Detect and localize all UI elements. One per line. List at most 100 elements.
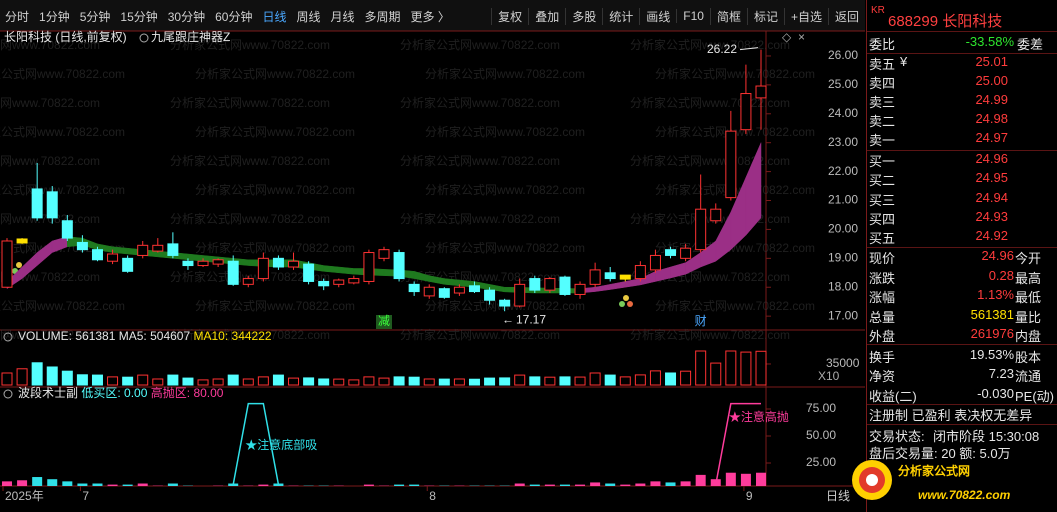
x-tick-label: 8 bbox=[429, 489, 436, 503]
volume-bar bbox=[574, 376, 586, 386]
indicator-bar bbox=[122, 484, 133, 486]
chart-area: 分析家公式网www.70822.com 分析家公式网www.70822.com 分析… bbox=[0, 0, 865, 503]
period-tab[interactable]: 1分钟 bbox=[39, 9, 70, 24]
volume-bar bbox=[76, 374, 88, 386]
y-tick-label: 35000 bbox=[826, 356, 860, 370]
period-tab[interactable]: 5分钟 bbox=[79, 9, 111, 24]
stat-label: 涨跌 bbox=[869, 270, 896, 286]
watermark: 分析家公式网www.70822.com bbox=[195, 66, 355, 81]
pin-icon[interactable]: ◇ bbox=[782, 30, 792, 44]
divider bbox=[867, 424, 1057, 425]
period-tab[interactable]: 周线 bbox=[296, 9, 321, 24]
watermark: 分析家公式网www.70822.com bbox=[425, 124, 585, 139]
tool-button[interactable]: 多股 bbox=[565, 7, 602, 25]
band-segment bbox=[625, 278, 641, 288]
indicator-bar bbox=[62, 481, 73, 486]
tool-button[interactable]: +自选 bbox=[783, 7, 828, 25]
candle-body bbox=[695, 208, 707, 251]
low-label: 17.17 bbox=[516, 312, 546, 326]
indicator-bar bbox=[680, 481, 691, 486]
candle-body bbox=[544, 278, 556, 291]
candle-body bbox=[529, 278, 541, 291]
period-tab[interactable]: 更多 〉 bbox=[410, 9, 450, 24]
indicator-bar bbox=[514, 483, 525, 486]
y-tick-label: 75.00 bbox=[806, 401, 836, 415]
volume-unit: X10 bbox=[818, 369, 840, 383]
candle-body bbox=[31, 188, 43, 219]
period-tab[interactable]: 30分钟 bbox=[167, 9, 206, 24]
candle-body bbox=[619, 274, 631, 280]
stat-label2: 股本 bbox=[1015, 349, 1042, 365]
indicator-bar bbox=[559, 484, 570, 486]
watermark: 分析家公式网www.70822.com bbox=[0, 124, 125, 139]
tool-button[interactable]: F10 bbox=[676, 9, 710, 23]
band-segment bbox=[444, 278, 460, 287]
volume-bar bbox=[408, 376, 420, 386]
stat-label: 现价 bbox=[869, 251, 896, 266]
y-tick-label: 26.00 bbox=[828, 48, 858, 62]
currency: ¥ bbox=[900, 54, 908, 69]
ask-price: 25.00 bbox=[975, 73, 1008, 88]
status: 闭市阶段 15:30:08 bbox=[933, 429, 1040, 444]
candle-body bbox=[242, 278, 254, 285]
candle-body bbox=[107, 253, 119, 262]
bid-label: 买五 bbox=[869, 231, 896, 247]
stat-label: 外盘 bbox=[869, 329, 896, 344]
watermark: 分析家公式网www.70822.com bbox=[0, 37, 100, 52]
band-segment bbox=[187, 253, 204, 262]
stat-value: 24.96 bbox=[981, 248, 1014, 263]
watermark: 分析家公式网www.70822.com bbox=[400, 95, 560, 110]
stat-label2: PE(动) bbox=[1015, 388, 1055, 404]
period-tab[interactable]: 多周期 bbox=[364, 9, 401, 24]
indicator-bar bbox=[17, 480, 28, 486]
volume-bar bbox=[438, 378, 450, 386]
period-tab[interactable]: 月线 bbox=[330, 9, 355, 24]
indicator-bar bbox=[665, 482, 676, 486]
tool-button[interactable]: 画线 bbox=[639, 7, 676, 25]
period-tab[interactable]: 15分钟 bbox=[120, 9, 158, 24]
toolbar-bg bbox=[0, 0, 865, 31]
volume-bar bbox=[152, 378, 164, 386]
y-tick-label: 19.00 bbox=[828, 251, 858, 265]
stat-value: 561381 bbox=[970, 306, 1014, 322]
candle-body bbox=[408, 283, 420, 293]
stat-label2: 最低 bbox=[1015, 290, 1042, 305]
signal: 减 bbox=[378, 314, 390, 328]
tool-button[interactable]: 返回 bbox=[827, 7, 865, 25]
divider bbox=[867, 404, 1057, 405]
tool-button[interactable]: 统计 bbox=[602, 7, 639, 25]
indicator-bar bbox=[273, 483, 284, 486]
indicator-bar bbox=[2, 481, 12, 486]
stat-value: 19.53% bbox=[969, 346, 1014, 362]
indicator-bar bbox=[409, 484, 420, 486]
tool-button[interactable]: 标记 bbox=[746, 7, 784, 25]
ask-label: 卖五 bbox=[869, 57, 896, 72]
volume-bar bbox=[303, 377, 315, 386]
bid-price: 24.95 bbox=[975, 170, 1008, 186]
signal: 财 bbox=[695, 314, 707, 328]
close-icon[interactable]: × bbox=[798, 30, 805, 44]
bid-label: 买二 bbox=[869, 173, 896, 189]
tool-button[interactable]: 简框 bbox=[709, 7, 747, 25]
period-tab[interactable]: 日线 bbox=[262, 9, 287, 24]
period-tab[interactable]: 分时 bbox=[5, 9, 30, 24]
watermark: 分析家公式网www.70822.com bbox=[425, 66, 585, 81]
watermark: 分析家公式网www.70822.com bbox=[195, 240, 355, 255]
watermark: 分析家公式网www.70822.com bbox=[170, 269, 330, 284]
volume-bar bbox=[333, 378, 345, 386]
volume-label: VOLUME: bbox=[18, 329, 72, 343]
pattern-icon bbox=[619, 295, 633, 307]
band-segment bbox=[594, 284, 611, 292]
volume-bar bbox=[589, 372, 601, 386]
indicator-bar bbox=[756, 472, 766, 486]
watermark: 分析家公式网www.70822.com bbox=[0, 95, 100, 110]
y-tick-label: 25.00 bbox=[828, 77, 858, 91]
ma5: 504607 bbox=[150, 329, 190, 343]
tool-button[interactable]: 叠加 bbox=[528, 7, 565, 25]
band-segment bbox=[609, 281, 626, 290]
tool-button[interactable]: 复权 bbox=[491, 7, 528, 25]
indicator-icon bbox=[3, 389, 13, 399]
period-tab[interactable]: 60分钟 bbox=[215, 9, 253, 24]
candle-body bbox=[710, 208, 722, 222]
